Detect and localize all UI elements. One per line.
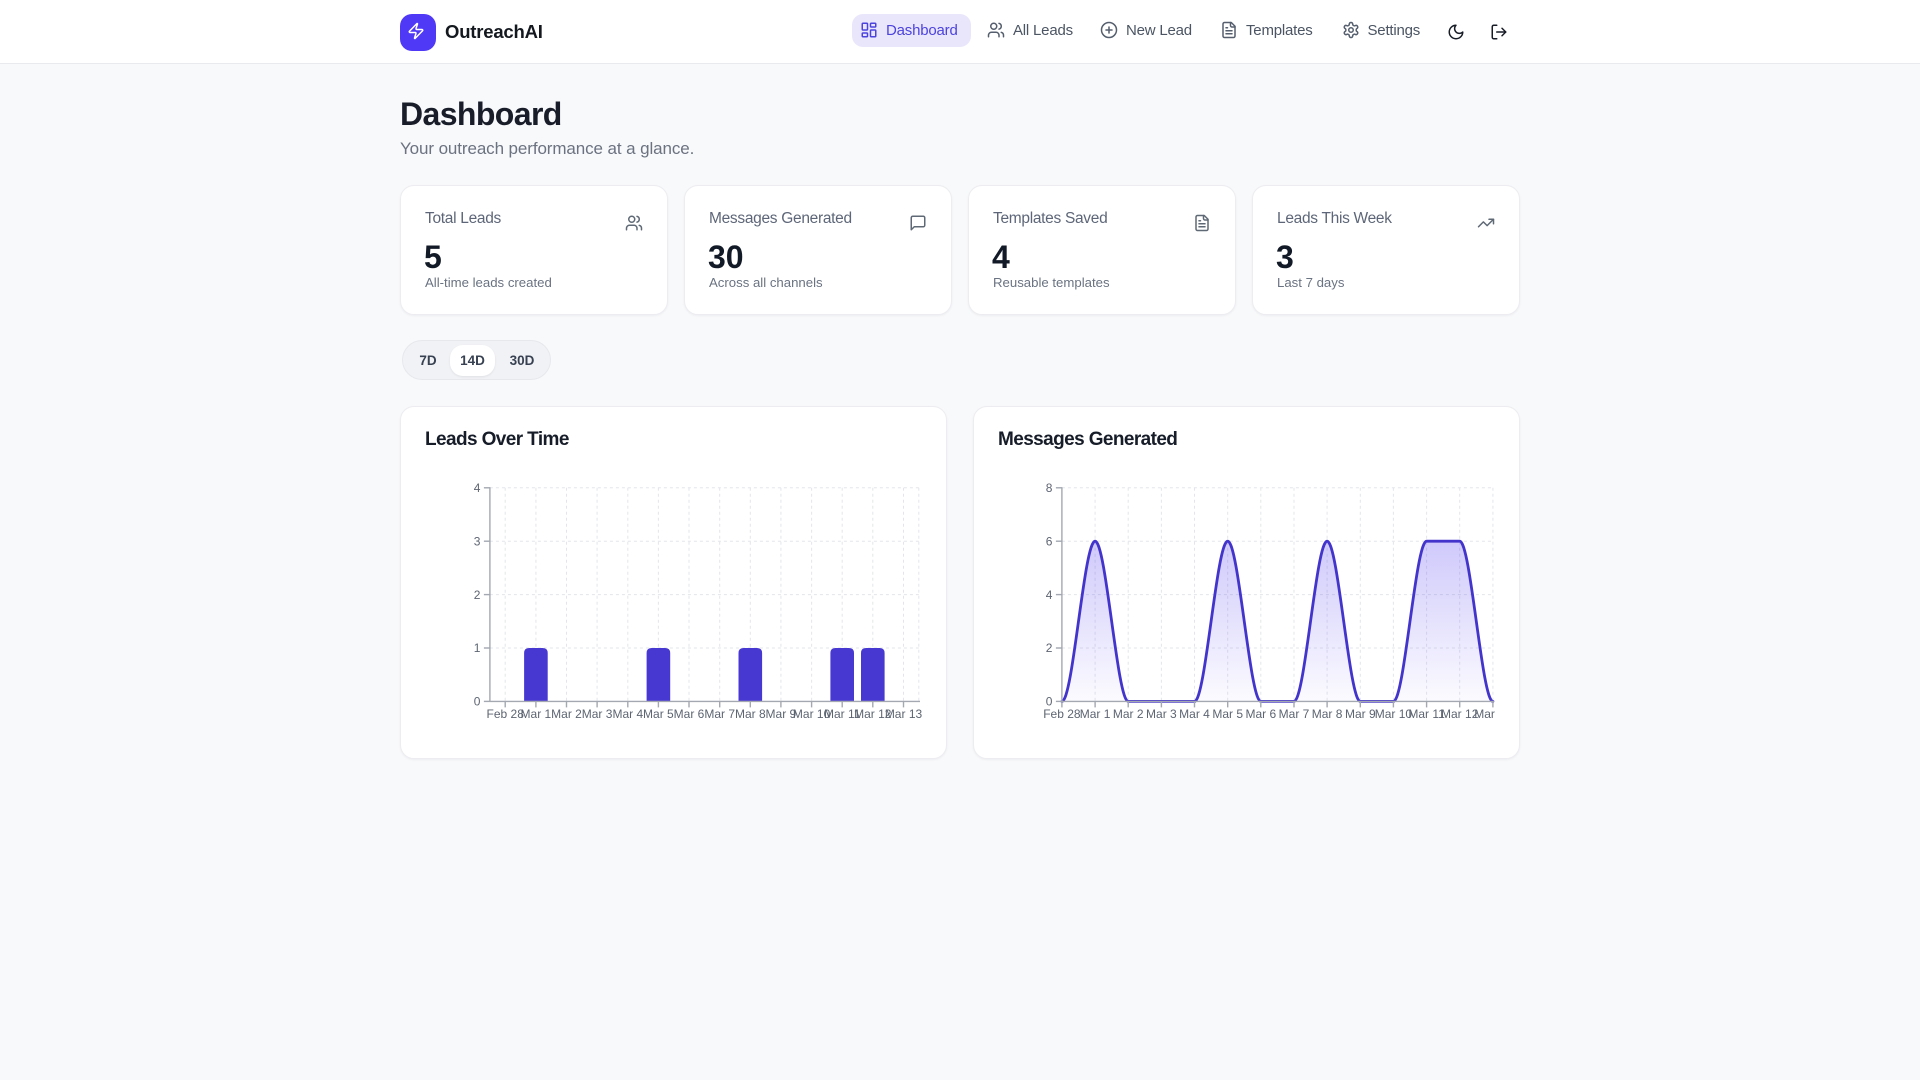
svg-text:Mar 4: Mar 4 — [612, 707, 643, 721]
svg-text:Mar 4: Mar 4 — [1179, 707, 1210, 721]
svg-text:0: 0 — [474, 695, 481, 709]
svg-text:2: 2 — [474, 588, 481, 602]
svg-text:Mar 13: Mar 13 — [1474, 707, 1497, 721]
svg-text:Mar 9: Mar 9 — [766, 707, 797, 721]
svg-text:4: 4 — [474, 481, 481, 495]
svg-text:Feb 28: Feb 28 — [1043, 707, 1081, 721]
svg-text:2: 2 — [1046, 641, 1053, 655]
svg-text:Mar 8: Mar 8 — [735, 707, 766, 721]
svg-text:Mar 9: Mar 9 — [1345, 707, 1376, 721]
svg-text:Mar 6: Mar 6 — [1245, 707, 1276, 721]
svg-text:Mar 5: Mar 5 — [643, 707, 674, 721]
svg-text:Mar 12: Mar 12 — [1441, 707, 1479, 721]
svg-text:Feb 28: Feb 28 — [487, 707, 525, 721]
svg-text:3: 3 — [474, 534, 481, 548]
svg-text:Mar 7: Mar 7 — [704, 707, 735, 721]
svg-text:8: 8 — [1046, 481, 1053, 495]
svg-text:Mar 2: Mar 2 — [1113, 707, 1144, 721]
svg-text:Mar 11: Mar 11 — [1408, 707, 1445, 721]
svg-text:6: 6 — [1046, 534, 1053, 548]
svg-text:0: 0 — [1046, 695, 1053, 709]
svg-text:Mar 7: Mar 7 — [1279, 707, 1310, 721]
svg-text:Mar 8: Mar 8 — [1312, 707, 1343, 721]
svg-text:4: 4 — [1046, 588, 1053, 602]
svg-text:1: 1 — [474, 641, 481, 655]
svg-text:Mar 2: Mar 2 — [551, 707, 582, 721]
svg-text:Mar 10: Mar 10 — [1375, 707, 1413, 721]
svg-text:Mar 10: Mar 10 — [793, 707, 831, 721]
svg-text:Mar 3: Mar 3 — [1146, 707, 1177, 721]
svg-text:Mar 5: Mar 5 — [1212, 707, 1243, 721]
svg-text:Mar 11: Mar 11 — [824, 707, 861, 721]
svg-text:Mar 1: Mar 1 — [521, 707, 552, 721]
svg-text:Mar 3: Mar 3 — [582, 707, 613, 721]
svg-text:Mar 12: Mar 12 — [854, 707, 892, 721]
svg-text:Mar 6: Mar 6 — [674, 707, 705, 721]
svg-text:Mar 1: Mar 1 — [1080, 707, 1111, 721]
svg-text:Mar 13: Mar 13 — [885, 707, 923, 721]
